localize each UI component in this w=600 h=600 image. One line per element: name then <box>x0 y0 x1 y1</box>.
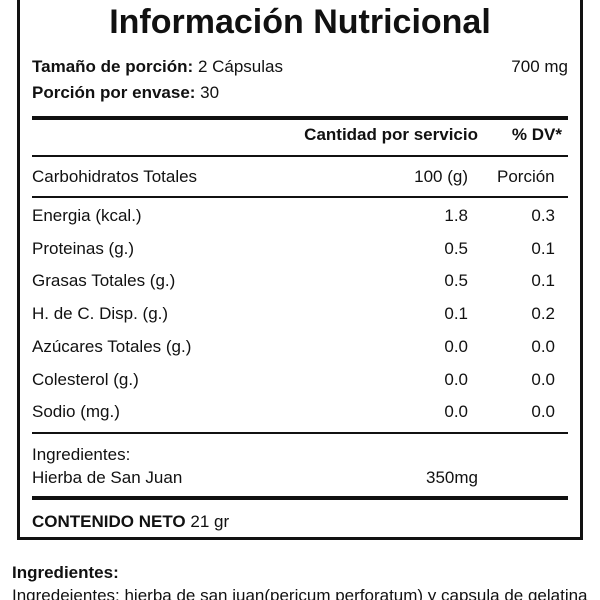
nutrient-dv: 0.0 <box>531 336 555 356</box>
serving-size-value: 2 Cápsulas <box>197 57 283 76</box>
serving-weight: 700 mg <box>511 57 568 76</box>
serving-size-label: Tamaño de porción: <box>32 57 194 76</box>
ingredient-item: Hierba de San Juan <box>32 468 183 487</box>
rule <box>32 155 568 157</box>
nutrient-amount: 0.0 <box>444 402 468 422</box>
nutrient-dv: 0.1 <box>531 271 555 291</box>
ingredient-amount: 350mg <box>426 468 478 487</box>
nutrient-dv: 0.0 <box>531 369 555 389</box>
servings: Porción por envase: 30 <box>32 83 219 103</box>
rule <box>32 432 568 434</box>
nutrient-amount: 0.1 <box>444 304 468 324</box>
nutrient-name: Sodio (mg.) <box>32 402 120 422</box>
net-content-value: 21 gr <box>190 512 230 531</box>
nutrient-name: Azúcares Totales (g.) <box>32 336 192 356</box>
nutrient-amount: 0.5 <box>444 238 468 258</box>
column-header: % DV* <box>511 125 562 144</box>
subheader-label: Carbohidratos Totales <box>32 167 198 186</box>
nutrient-dv: 0.1 <box>531 238 555 258</box>
thick-rule <box>32 116 568 120</box>
nutrient-name: Proteinas (g.) <box>32 238 135 258</box>
nutrient-dv: 0.3 <box>531 206 555 225</box>
nutrient-name: Grasas Totales (g.) <box>32 271 176 291</box>
nutrient-amount: 0.0 <box>444 369 468 389</box>
nutrient-amount: 0.0 <box>444 336 468 356</box>
subheader-dv: Porción <box>497 167 555 186</box>
subheader-amount: 100 (g) <box>414 167 468 186</box>
thick-rule <box>32 496 568 500</box>
net-content-label: CONTENIDO NETO <box>32 512 186 531</box>
nutrient-dv: 0.0 <box>531 402 555 422</box>
serving-size: Tamaño de porción: 2 Cápsulas <box>32 57 283 77</box>
nutrient-name: Energia (kcal.) <box>32 206 142 225</box>
servings-value: 30 <box>200 83 220 102</box>
footer-text: Ingredeientes: hierba de san juan(pericu… <box>12 586 588 600</box>
nutrient-name: H. de C. Disp. (g.) <box>32 304 169 324</box>
column-header: Cantidad por servicio <box>304 125 478 144</box>
nutrient-dv: 0.2 <box>531 304 555 324</box>
net-content: CONTENIDO NETO 21 gr <box>32 512 229 532</box>
nutrient-amount: 1.8 <box>444 206 468 225</box>
footer-title: Ingredientes: <box>12 563 119 582</box>
ingredients-label: Ingredientes: <box>32 445 131 464</box>
nutrient-name: Colesterol (g.) <box>32 369 139 389</box>
nutrient-amount: 0.5 <box>444 271 468 291</box>
label-box <box>17 0 583 540</box>
servings-label: Porción por envase: <box>32 83 196 102</box>
title: Información Nutricional <box>109 3 491 41</box>
rule <box>32 196 568 198</box>
